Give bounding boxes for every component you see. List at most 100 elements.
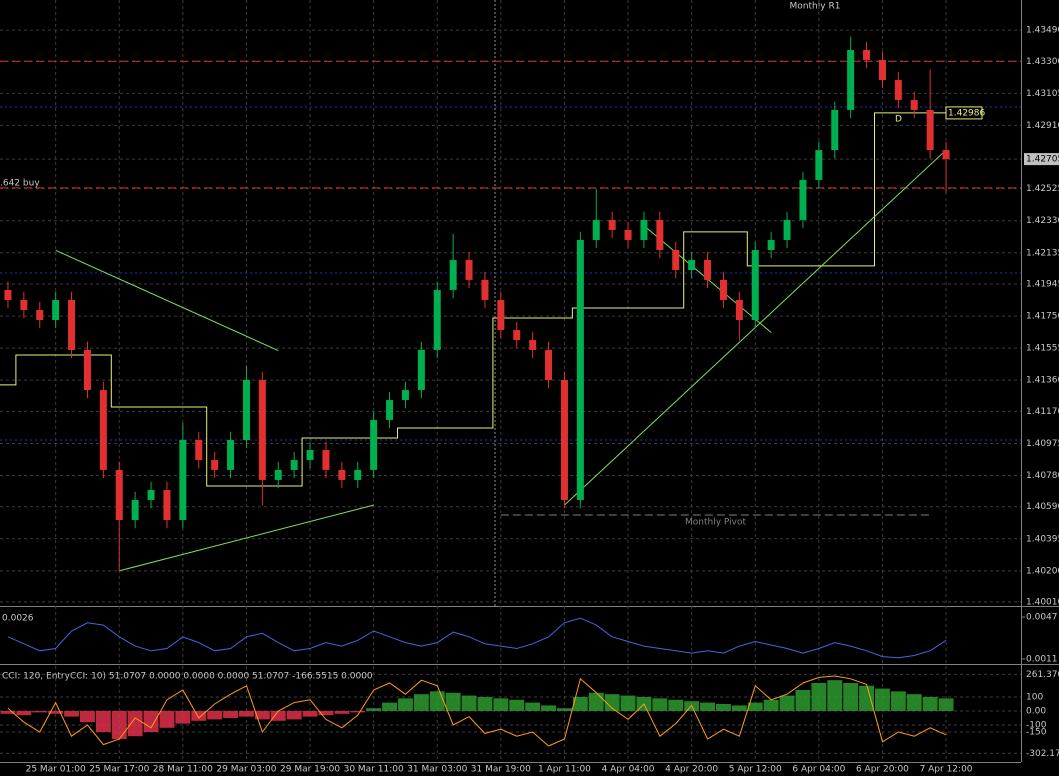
histogram-bar [95, 710, 111, 733]
candle-body [20, 299, 28, 310]
cci-line [7, 675, 947, 747]
candle-body [910, 99, 918, 110]
y-tick-label: 1.43300 [1026, 57, 1059, 67]
histogram-bar [429, 691, 445, 711]
histogram-bar [875, 688, 890, 711]
candle-body [672, 249, 680, 271]
y-tick-label: 0.0011 [1026, 654, 1058, 664]
step-line [0, 112, 954, 487]
candle-body [481, 279, 489, 300]
histogram-bar [938, 698, 954, 711]
y-tick-label: 0.00 [1026, 706, 1046, 716]
candle-body [115, 469, 123, 521]
x-tick-label: 31 Mar 19:00 [471, 765, 531, 775]
y-tick-label: -302.17 [1026, 749, 1059, 759]
histogram-bar [604, 694, 620, 711]
candle-body [894, 80, 902, 100]
histogram-bar [111, 710, 127, 740]
candle-body [99, 390, 107, 470]
histogram-bar [0, 710, 16, 714]
y-tick-label: -100 [1026, 721, 1047, 731]
candle-body [68, 299, 76, 350]
marker-label: D [895, 115, 902, 125]
histogram-bar [588, 692, 604, 711]
candle-body [52, 299, 60, 321]
histogram-bar [493, 698, 509, 711]
histogram-bar [413, 694, 429, 711]
x-tick-label: 4 Apr 04:00 [602, 765, 655, 775]
x-tick-label: 6 Apr 20:00 [856, 765, 909, 775]
x-tick-label: 30 Mar 11:00 [344, 765, 404, 775]
price-marker [1024, 153, 1059, 166]
candle-body [688, 260, 696, 271]
x-tick-label: 5 Apr 12:00 [729, 765, 782, 775]
histogram-bar [620, 695, 636, 711]
histogram-bar [254, 710, 270, 720]
candle-body [449, 260, 457, 290]
y-tick-label: 261.370 [1026, 670, 1059, 680]
candle-body [179, 439, 187, 521]
candle-body [497, 299, 505, 331]
histogram-bar [175, 710, 191, 724]
histogram-bar [223, 710, 238, 718]
histogram-bar [795, 689, 811, 711]
y-tick-label: 1.43490 [1026, 26, 1059, 36]
histogram-bar [445, 692, 461, 711]
y-tick-label: 1.43105 [1026, 89, 1059, 99]
histogram-bar [159, 710, 175, 728]
y-tick-label: 1.42135 [1026, 248, 1059, 258]
histogram-bar [318, 710, 334, 716]
histogram-bar [270, 710, 286, 721]
x-tick-label: 29 Mar 03:00 [216, 765, 276, 775]
step-label: 1.42986 [948, 108, 985, 118]
histogram-bar [763, 699, 779, 711]
histogram-bar [32, 710, 48, 713]
candle-body [274, 469, 282, 480]
histogram-bar [509, 699, 525, 711]
x-tick-label: 6 Apr 04:00 [792, 765, 845, 775]
histogram-bar [811, 682, 827, 711]
candle-body [322, 450, 330, 470]
y-tick-label: 1.41360 [1026, 376, 1059, 386]
level-label: Monthly Pivot [685, 517, 746, 527]
y-tick-label: 1.40590 [1026, 502, 1059, 512]
candle-body [576, 239, 584, 500]
y-tick-label: 1.42910 [1026, 121, 1059, 131]
candle-body [195, 439, 203, 461]
y-tick-label: 1.40975 [1026, 439, 1059, 449]
histogram-bar [64, 710, 79, 717]
candle-body [767, 239, 775, 250]
candle-body [847, 49, 855, 110]
candle-body [386, 400, 394, 420]
histogram-bar [716, 703, 731, 711]
candle-body [592, 219, 600, 240]
histogram-bar [286, 710, 302, 720]
candle-body [4, 289, 12, 300]
histogram-bar [382, 702, 397, 711]
histogram-bar [747, 702, 763, 711]
histogram-bar [143, 710, 159, 733]
candle-body [863, 49, 871, 60]
histogram-bar [477, 696, 493, 711]
y-tick-label: 100 [1026, 692, 1043, 702]
histogram-bar [668, 699, 684, 711]
histogram-bar [779, 695, 795, 711]
x-tick-label: 4 Apr 20:00 [665, 765, 718, 775]
candle-body [338, 469, 346, 480]
candle-body [704, 260, 712, 280]
candle-body [354, 469, 362, 480]
candle-body [751, 249, 759, 321]
candle-body [624, 229, 632, 240]
candle-body [465, 260, 473, 280]
candle-body [545, 349, 553, 381]
histogram-bar [541, 705, 556, 711]
candle-body [306, 450, 314, 461]
histogram-bar [652, 698, 668, 711]
histogram-bar [80, 710, 95, 723]
candle-body [640, 219, 648, 240]
candle-body [131, 499, 139, 521]
y-tick-label: 1.41170 [1026, 407, 1059, 417]
